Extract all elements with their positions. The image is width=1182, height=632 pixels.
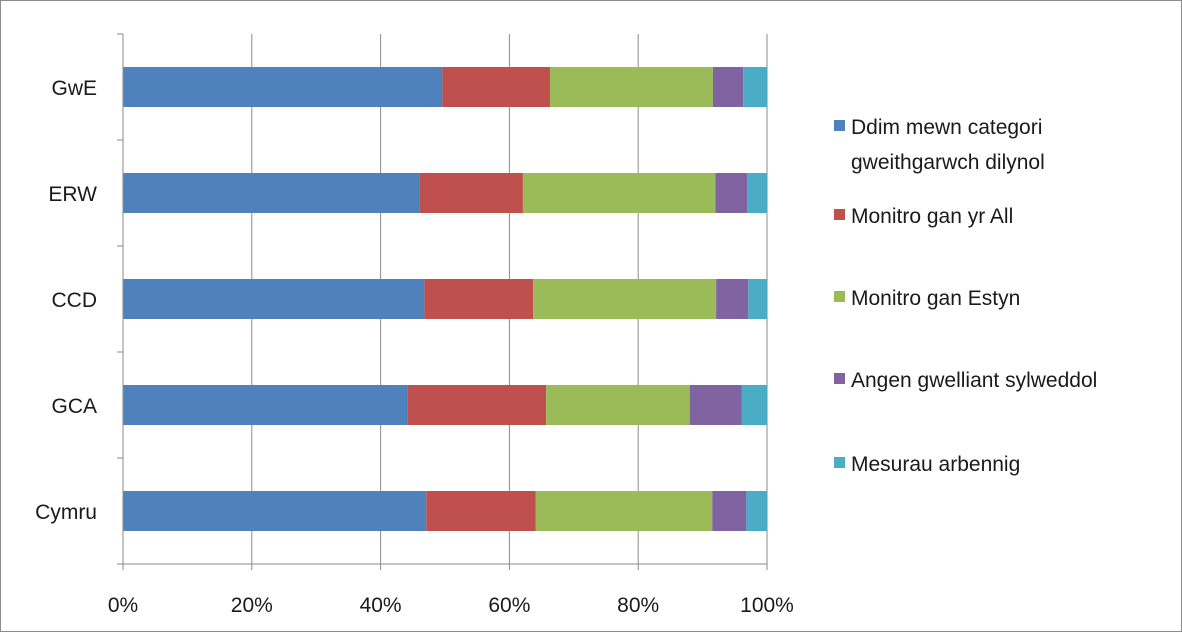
- legend-label-line: Ddim mewn categori: [851, 116, 1042, 139]
- category-label: GCA: [51, 395, 97, 418]
- legend-label-line: Mesurau arbennig: [851, 453, 1020, 476]
- bar-segment-gca-series-5: [741, 385, 767, 425]
- x-tick-label: 60%: [488, 594, 530, 617]
- bar-segment-erw-series-2: [419, 173, 523, 213]
- legend-label-line: gweithgarwch dilynol: [851, 151, 1045, 174]
- bar-segment-erw-series-3: [522, 173, 716, 213]
- bar-segment-ccd-series-2: [424, 279, 534, 319]
- bar-segment-cymru-series-5: [746, 491, 767, 531]
- bar-segment-gwe-series-3: [549, 67, 713, 107]
- bar-segment-ccd-series-4: [716, 279, 749, 319]
- bar-segment-ccd-series-5: [748, 279, 767, 319]
- legend-label: Monitro gan yr All: [851, 205, 1013, 228]
- x-tick-label: 80%: [617, 594, 659, 617]
- legend-label: Mesurau arbennig: [851, 453, 1020, 476]
- bar-segment-erw-series-5: [747, 173, 767, 213]
- axes: [117, 33, 768, 570]
- bar-segment-ccd-series-3: [533, 279, 717, 319]
- category-label: CCD: [52, 289, 98, 312]
- bars: [123, 67, 767, 531]
- legend-swatch: [834, 209, 845, 220]
- category-label: ERW: [48, 183, 97, 206]
- bar-segment-gwe-series-1: [123, 67, 443, 107]
- bar-segment-cymru-series-2: [426, 491, 536, 531]
- x-tick-label: 40%: [360, 594, 402, 617]
- legend-swatch: [834, 120, 845, 131]
- legend-label: Monitro gan Estyn: [851, 287, 1020, 310]
- x-tick-label: 0%: [108, 594, 138, 617]
- bar-segment-gca-series-1: [123, 385, 408, 425]
- legend-label-line: Angen gwelliant sylweddol: [851, 369, 1097, 392]
- bar-segment-erw-series-1: [123, 173, 420, 213]
- category-label: GwE: [51, 77, 97, 100]
- legend-label: Ddim mewn categori gweithgarwch dilynol: [851, 116, 1045, 174]
- category-label: Cymru: [35, 501, 97, 524]
- legend: Ddim mewn categori gweithgarwch dilynol Mo…: [834, 116, 1097, 476]
- legend-swatch: [834, 373, 845, 384]
- legend-label-line: Monitro gan Estyn: [851, 287, 1020, 310]
- legend-label-line: Monitro gan yr All: [851, 205, 1013, 228]
- bar-segment-cymru-series-4: [712, 491, 747, 531]
- category-labels: GwE ERW CCD GCA Cymru: [35, 77, 97, 524]
- x-tick-label: 100%: [740, 594, 794, 617]
- bar-segment-gca-series-4: [689, 385, 742, 425]
- x-tick-label: 20%: [231, 594, 273, 617]
- bar-segment-gca-series-2: [407, 385, 547, 425]
- bar-segment-erw-series-4: [715, 173, 748, 213]
- bar-segment-gwe-series-5: [743, 67, 767, 107]
- bar-segment-ccd-series-1: [123, 279, 425, 319]
- legend-swatch: [834, 457, 845, 468]
- legend-swatch: [834, 291, 845, 302]
- bar-segment-cymru-series-1: [123, 491, 427, 531]
- bar-segment-gwe-series-2: [442, 67, 550, 107]
- bar-segment-gca-series-3: [546, 385, 690, 425]
- legend-label: Angen gwelliant sylweddol: [851, 369, 1097, 392]
- bar-segment-gwe-series-4: [712, 67, 744, 107]
- x-tick-labels: 0% 20% 40% 60% 80% 100%: [108, 594, 794, 617]
- bar-segment-cymru-series-3: [535, 491, 713, 531]
